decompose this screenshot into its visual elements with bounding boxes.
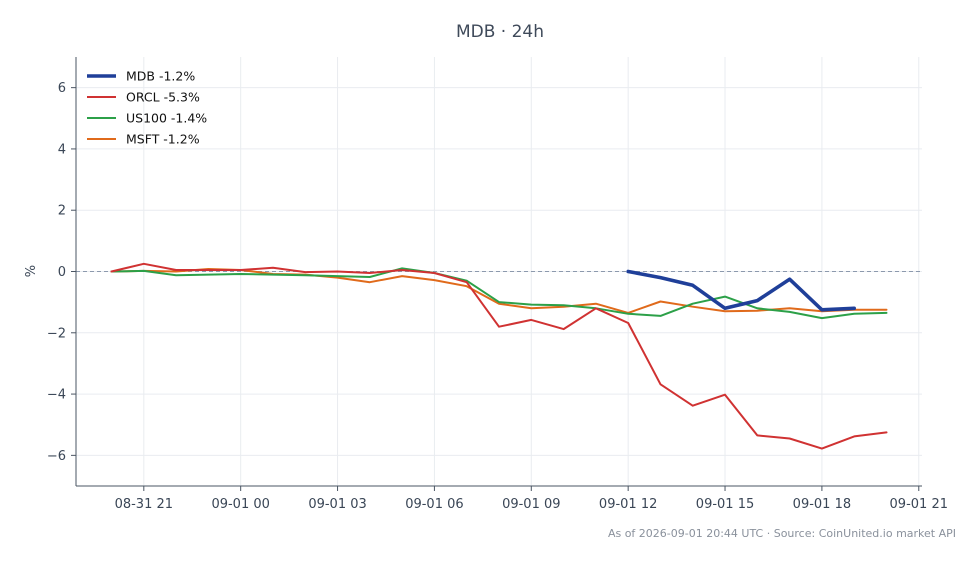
y-tick-label-4: −2 (47, 326, 66, 341)
series-lines (110, 262, 888, 450)
y-axis-ticks: 6 4 2 0 −2 −4 −6 (47, 81, 76, 464)
x-tick-label-5: 09-01 12 (599, 497, 657, 512)
x-tick-label-4: 09-01 09 (502, 497, 560, 512)
legend-label-0: MDB -1.2% (126, 69, 195, 84)
y-tick-label-6: −6 (47, 449, 66, 464)
y-tick-label-1: 4 (58, 142, 66, 157)
chart-title: MDB · 24h (456, 22, 544, 42)
x-tick-label-8: 09-01 21 (890, 497, 948, 512)
y-tick-label-2: 2 (58, 204, 66, 219)
legend-label-2: US100 -1.4% (126, 111, 207, 126)
x-tick-label-6: 09-01 15 (696, 497, 754, 512)
legend-label-3: MSFT -1.2% (126, 132, 200, 147)
x-tick-label-3: 09-01 06 (405, 497, 463, 512)
y-tick-label-0: 6 (58, 81, 66, 96)
series-line-2 (110, 267, 888, 320)
y-tick-label-5: −4 (47, 388, 66, 403)
footer-source: As of 2026-09-01 20:44 UTC · Source: Coi… (608, 527, 956, 540)
x-tick-label-0: 08-31 21 (115, 497, 173, 512)
x-tick-label-7: 09-01 18 (793, 497, 851, 512)
y-axis-label: % (24, 265, 39, 277)
series-line-1 (110, 262, 888, 450)
y-tick-label-3: 0 (58, 265, 66, 280)
x-axis-ticks: 08-31 21 09-01 00 09-01 03 09-01 06 09-01 09… (115, 486, 948, 512)
x-tick-label-1: 09-01 00 (211, 497, 269, 512)
series-line-0 (626, 269, 857, 312)
legend-label-1: ORCL -5.3% (126, 90, 200, 105)
legend: MDB -1.2% ORCL -5.3% US100 -1.4% MSFT -1.2% (87, 69, 207, 147)
x-tick-label-2: 09-01 03 (308, 497, 366, 512)
